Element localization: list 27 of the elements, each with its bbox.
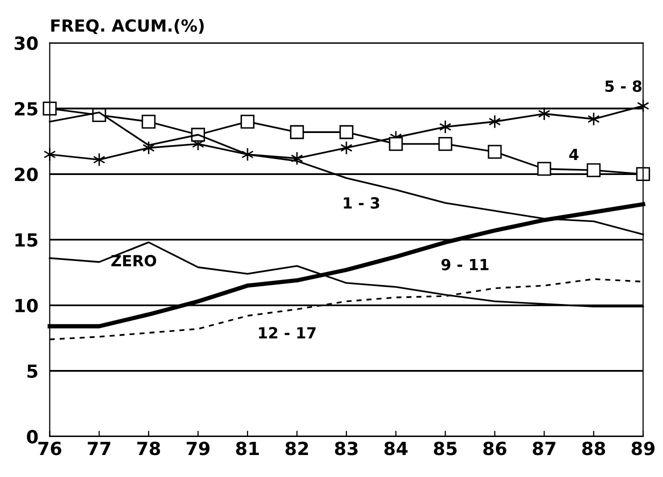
series-label: 9 - 11: [441, 258, 488, 270]
x-tick-label: 83: [334, 442, 358, 456]
y-tick-label: 15: [16, 233, 38, 247]
x-tick-label: 86: [483, 442, 506, 456]
x-tick-label: 85: [434, 442, 457, 456]
x-tick-label: 78: [137, 442, 160, 456]
series-label: 12 - 17: [259, 327, 316, 338]
y-tick-label: 30: [14, 36, 38, 50]
y-axis-title: FREQ. ACUM.(%): [51, 18, 204, 34]
x-tick-label: 77: [88, 442, 110, 456]
y-tick-label: 5: [27, 364, 38, 378]
x-tick-label: 82: [286, 442, 308, 456]
x-tick-label: 89: [632, 442, 655, 456]
y-tick-label: 25: [14, 102, 38, 116]
y-tick-label: 0: [26, 430, 38, 444]
x-tick-label: 87: [532, 442, 556, 456]
series-label: 4: [569, 148, 578, 160]
x-tick-label: 84: [384, 442, 408, 456]
x-tick-label: 79: [186, 442, 210, 456]
y-tick-label: 10: [16, 298, 38, 312]
x-tick-label: 76: [38, 442, 62, 456]
x-tick-label: 88: [582, 442, 606, 456]
x-tick-label: 81: [236, 442, 259, 456]
y-tick-label: 20: [14, 168, 38, 182]
series-label: 1 - 3: [344, 197, 380, 209]
series-label: 5 - 8: [605, 80, 642, 92]
series-label: ZERO: [111, 254, 156, 266]
